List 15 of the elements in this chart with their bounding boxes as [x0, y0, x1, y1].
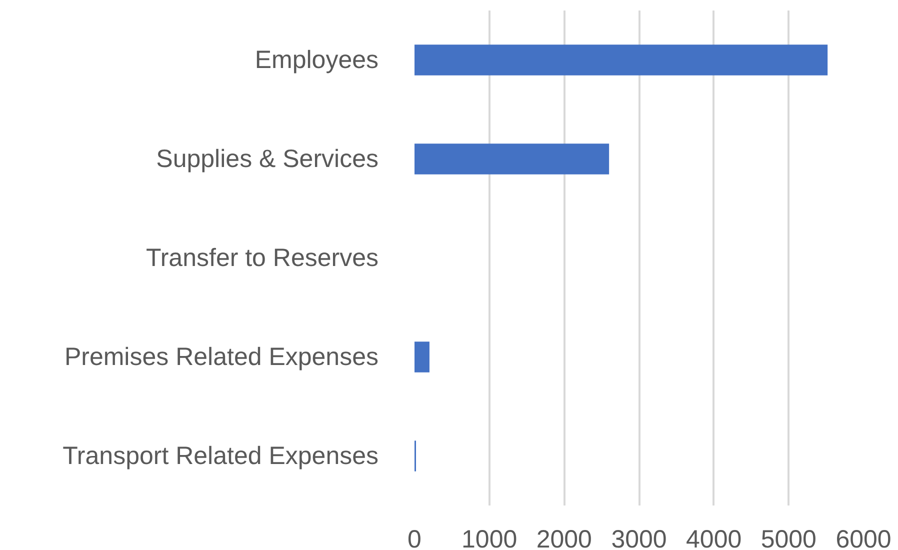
- x-tick-label: 3000: [611, 526, 667, 550]
- y-tick-label: Premises Related Expenses: [64, 343, 379, 371]
- y-tick-label: Transport Related Expenses: [62, 442, 378, 470]
- x-tick-label: 5000: [760, 526, 816, 550]
- x-tick-label: 6000: [836, 526, 892, 550]
- y-tick-label: Transfer to Reserves: [146, 244, 378, 272]
- bar: [414, 342, 430, 372]
- x-tick-label: 1000: [462, 526, 518, 550]
- bar: [414, 144, 610, 174]
- x-tick-label: 0: [408, 526, 422, 550]
- y-tick-label: Supplies & Services: [156, 145, 378, 173]
- bar: [414, 44, 828, 76]
- y-tick-label: Employees: [254, 46, 378, 74]
- x-tick-label: 2000: [536, 526, 592, 550]
- x-tick-label: 4000: [686, 526, 742, 550]
